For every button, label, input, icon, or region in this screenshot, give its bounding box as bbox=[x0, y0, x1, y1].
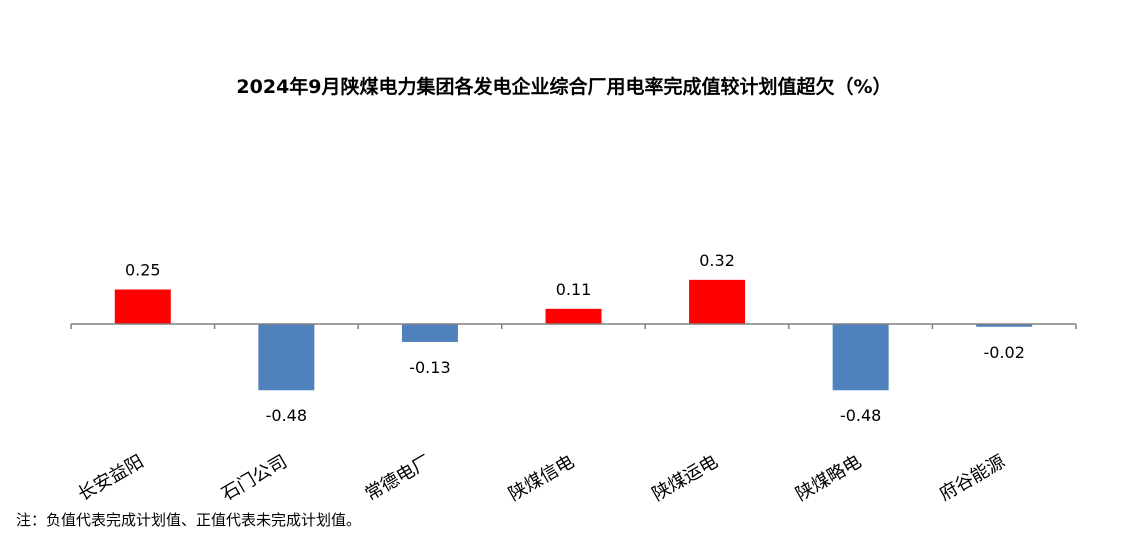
value-label: 0.32 bbox=[699, 251, 735, 270]
bars-group bbox=[114, 279, 1033, 391]
chart-title: 2024年9月陕煤电力集团各发电企业综合厂用电率完成值较计划值超欠（%） bbox=[236, 76, 892, 98]
bar bbox=[114, 289, 171, 324]
value-label: 0.11 bbox=[556, 280, 592, 299]
value-labels-group: 0.25 -0.48 -0.13 0.11 0.32 -0.48 -0.02 bbox=[125, 251, 1025, 425]
bar bbox=[976, 324, 1033, 327]
footnote: 注：负值代表完成计划值、正值代表未完成计划值。 bbox=[16, 511, 362, 529]
category-label: 陕煤信电 bbox=[505, 451, 578, 505]
bar bbox=[832, 324, 889, 391]
bar bbox=[401, 324, 458, 342]
bar bbox=[689, 279, 746, 324]
value-label: 0.25 bbox=[125, 261, 161, 280]
value-label: -0.48 bbox=[840, 406, 881, 425]
category-label: 常德电厂 bbox=[362, 451, 435, 505]
category-label: 陕煤略电 bbox=[792, 451, 865, 505]
category-label: 陕煤运电 bbox=[649, 451, 722, 505]
category-label: 石门公司 bbox=[218, 451, 291, 505]
x-axis bbox=[70, 323, 1077, 329]
category-label: 府谷能源 bbox=[936, 451, 1009, 505]
bar bbox=[258, 324, 315, 391]
bar bbox=[545, 308, 602, 324]
category-label: 长安益阳 bbox=[74, 451, 147, 505]
value-label: -0.02 bbox=[984, 343, 1025, 362]
category-labels-group: 长安益阳 石门公司 常德电厂 陕煤信电 陕煤运电 陕煤略电 府谷能源 bbox=[74, 451, 1008, 505]
value-label: -0.48 bbox=[266, 406, 307, 425]
value-label: -0.13 bbox=[409, 358, 450, 377]
